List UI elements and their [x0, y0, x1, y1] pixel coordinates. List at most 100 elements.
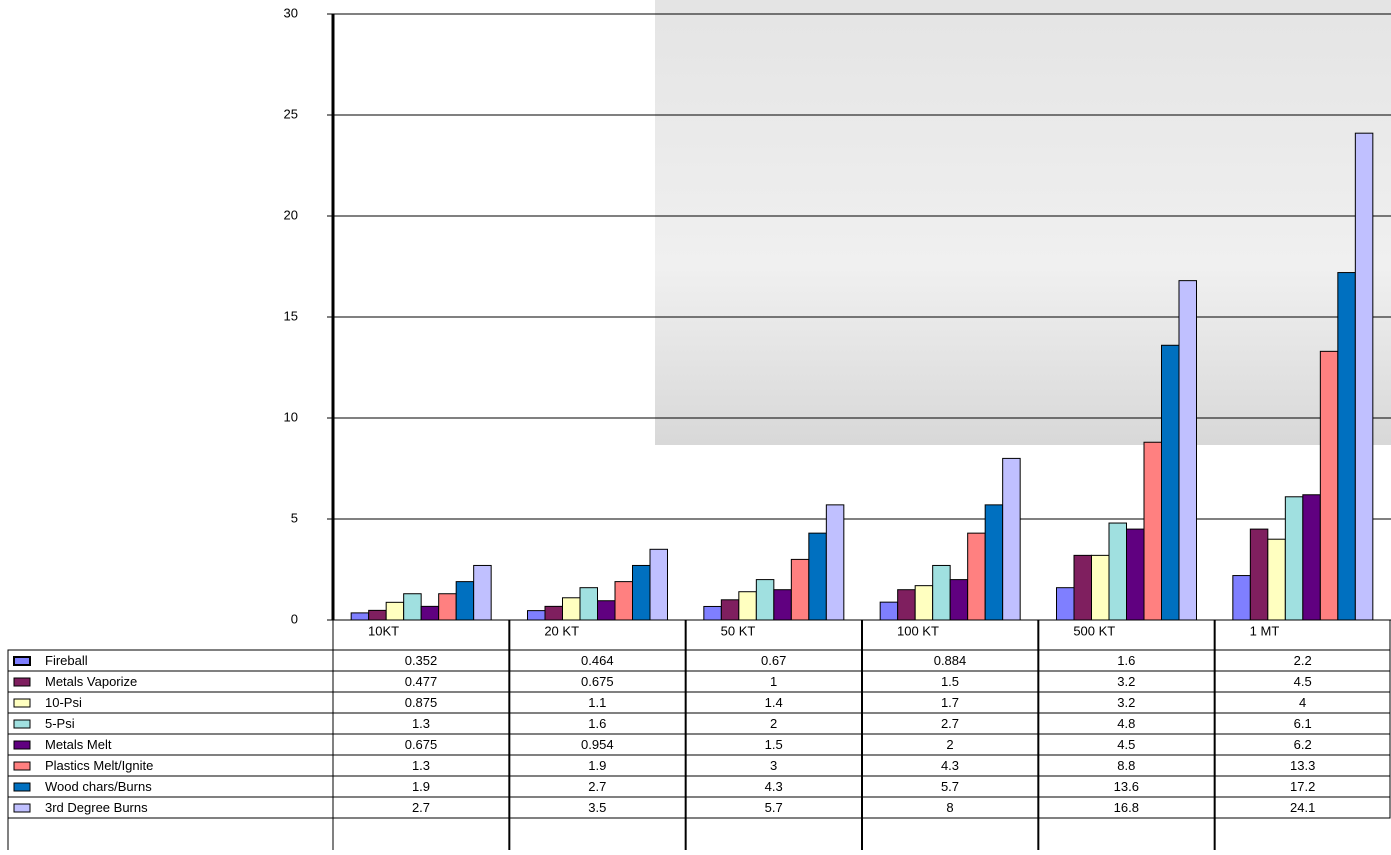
bar	[456, 582, 474, 620]
x-tick-label: 500 KT	[1073, 623, 1115, 638]
table-value: 1.3	[412, 716, 430, 731]
bar	[580, 588, 598, 620]
bar	[1057, 588, 1075, 620]
bar	[915, 586, 933, 620]
table-value: 24.1	[1290, 800, 1315, 815]
table-value: 2.7	[941, 716, 959, 731]
table-row	[8, 776, 1390, 797]
table-value: 17.2	[1290, 779, 1315, 794]
y-tick-label: 30	[284, 5, 298, 20]
table-value: 4.8	[1117, 716, 1135, 731]
x-tick-label: 50 KT	[721, 623, 756, 638]
table-value: 16.8	[1114, 800, 1139, 815]
table-value: 3.2	[1117, 695, 1135, 710]
table-value: 2.2	[1294, 653, 1312, 668]
table-value: 1.6	[1117, 653, 1135, 668]
legend-label: Wood chars/Burns	[45, 779, 152, 794]
table-value: 0.675	[405, 737, 438, 752]
bar	[1162, 345, 1180, 620]
table-value: 5.7	[765, 800, 783, 815]
x-tick-label: 1 MT	[1250, 623, 1280, 638]
table-row	[8, 671, 1390, 692]
table-value: 1.9	[412, 779, 430, 794]
bar	[739, 592, 757, 620]
y-tick-label: 15	[284, 308, 298, 323]
bar	[756, 580, 774, 620]
bar	[985, 505, 1003, 620]
table-value: 1.7	[941, 695, 959, 710]
table-value: 3.5	[588, 800, 606, 815]
table-value: 1.6	[588, 716, 606, 731]
table-value: 6.2	[1294, 737, 1312, 752]
y-tick-label: 10	[284, 409, 298, 424]
table-value: 2.7	[588, 779, 606, 794]
table-row	[8, 713, 1390, 734]
bar	[1144, 442, 1162, 620]
bar	[1338, 273, 1356, 620]
legend-label: Metals Melt	[45, 737, 112, 752]
table-value: 1.1	[588, 695, 606, 710]
bar	[1092, 555, 1110, 620]
bar	[528, 611, 546, 620]
table-value: 13.6	[1114, 779, 1139, 794]
table-value: 4	[1299, 695, 1306, 710]
table-value: 13.3	[1290, 758, 1315, 773]
y-tick-label: 5	[291, 510, 298, 525]
background-photo	[655, 0, 1391, 445]
legend-swatch	[14, 783, 30, 791]
bar	[1003, 458, 1021, 620]
legend-label: 5-Psi	[45, 716, 75, 731]
bar	[968, 533, 986, 620]
bar	[791, 559, 809, 620]
bar	[1250, 529, 1268, 620]
legend-swatch	[14, 804, 30, 812]
bar	[826, 505, 844, 620]
table-value: 4.3	[941, 758, 959, 773]
legend-swatch	[14, 741, 30, 749]
legend-label: Metals Vaporize	[45, 674, 137, 689]
bar	[650, 549, 668, 620]
bar	[1303, 495, 1321, 620]
legend-label: 10-Psi	[45, 695, 82, 710]
chart: 051015202530 10KT20 KT50 KT100 KT500 KT1…	[0, 0, 1391, 850]
table-value: 3.2	[1117, 674, 1135, 689]
bar	[404, 594, 422, 620]
table-value: 3	[770, 758, 777, 773]
bar	[1285, 497, 1303, 620]
table-value: 1.5	[941, 674, 959, 689]
table-value: 1.9	[588, 758, 606, 773]
table-value: 8	[946, 800, 953, 815]
table-value: 2	[770, 716, 777, 731]
table-value: 2.7	[412, 800, 430, 815]
table-value: 6.1	[1294, 716, 1312, 731]
table-value: 0.875	[405, 695, 438, 710]
bar	[369, 610, 387, 620]
table-value: 4.5	[1117, 737, 1135, 752]
bar	[704, 606, 722, 620]
table-row	[8, 755, 1390, 776]
bar	[774, 590, 792, 620]
bar	[1355, 133, 1373, 620]
bar	[615, 582, 633, 620]
table-value: 0.884	[934, 653, 967, 668]
bar	[1109, 523, 1127, 620]
bar	[1127, 529, 1145, 620]
legend-label: 3rd Degree Burns	[45, 800, 148, 815]
table-value: 5.7	[941, 779, 959, 794]
bar	[809, 533, 827, 620]
bar	[386, 602, 404, 620]
y-tick-label: 20	[284, 207, 298, 222]
bar	[933, 565, 951, 620]
legend-swatch	[14, 678, 30, 686]
legend-swatch	[14, 699, 30, 707]
table-value: 0.352	[405, 653, 438, 668]
table-value: 8.8	[1117, 758, 1135, 773]
table-value: 1.5	[765, 737, 783, 752]
table-row	[8, 797, 1390, 818]
table-value: 0.675	[581, 674, 614, 689]
x-tick-label: 100 KT	[897, 623, 939, 638]
legend-swatch	[14, 762, 30, 770]
legend-swatch	[14, 720, 30, 728]
bar	[421, 606, 439, 620]
bar	[439, 594, 457, 620]
